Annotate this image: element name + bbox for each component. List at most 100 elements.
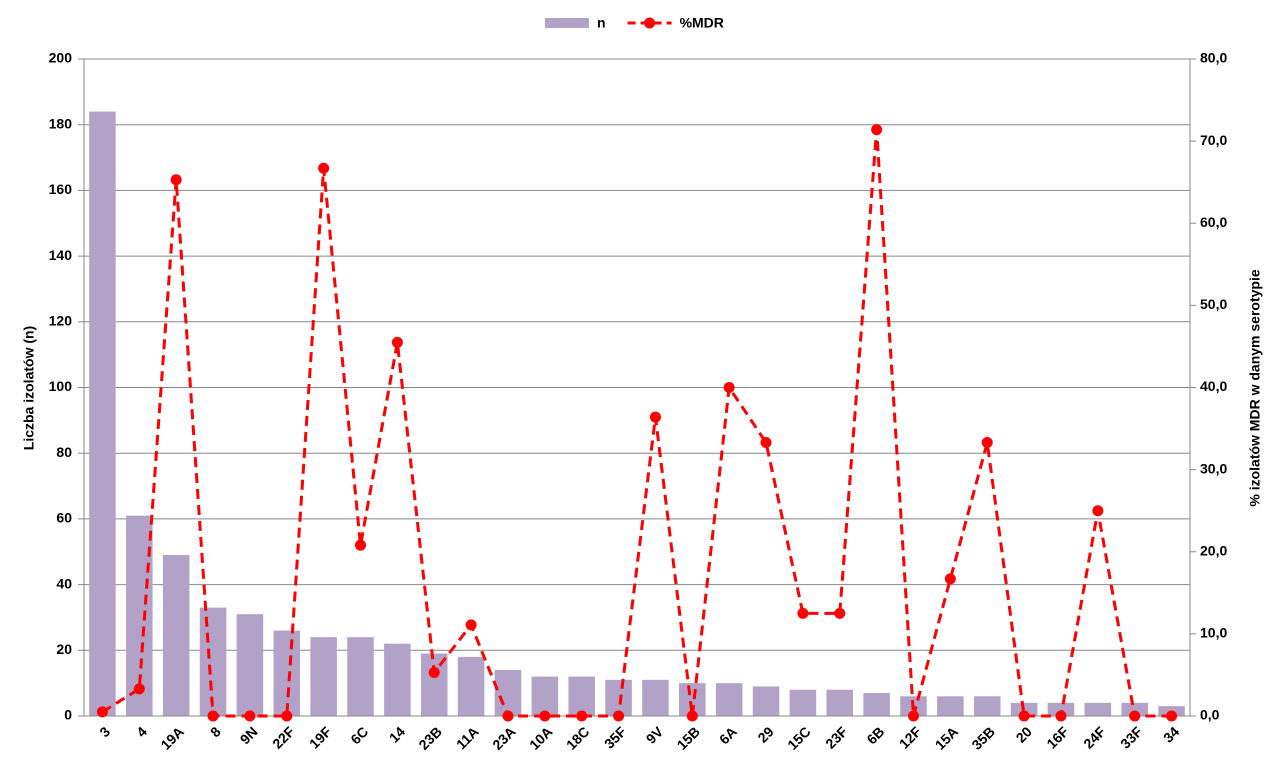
- bar: [1084, 702, 1112, 716]
- bar: [310, 637, 337, 716]
- bar: [531, 676, 559, 716]
- x-tick-label: 23B: [415, 723, 444, 752]
- marker: [391, 336, 403, 348]
- y-tick-label: 100: [49, 378, 73, 394]
- x-tick-label: 9V: [643, 723, 667, 747]
- x-tick-label: 6A: [716, 723, 740, 747]
- y2-tick-label: 70,0: [1200, 132, 1227, 148]
- legend-swatch: [545, 18, 589, 28]
- x-tick-label: 9N: [237, 723, 261, 747]
- marker: [1055, 710, 1067, 722]
- marker: [170, 174, 182, 186]
- bar: [568, 676, 595, 716]
- x-tick-label: 4: [133, 723, 150, 740]
- marker: [1018, 710, 1030, 722]
- y2-axis-label: % izolatów MDR w danym serotypie: [1247, 269, 1263, 506]
- x-tick-label: 24F: [1080, 723, 1109, 752]
- y-tick-label: 60: [56, 510, 72, 526]
- y2-tick-label: 0,0: [1200, 707, 1220, 723]
- marker: [944, 573, 956, 585]
- marker: [760, 437, 772, 449]
- x-tick-label: 35B: [968, 723, 997, 752]
- bar: [863, 693, 890, 716]
- bar: [605, 679, 632, 716]
- y-tick-label: 80: [56, 444, 72, 460]
- marker: [539, 710, 551, 722]
- marker: [281, 710, 293, 722]
- marker: [834, 607, 846, 619]
- bar: [347, 637, 374, 716]
- x-tick-label: 8: [207, 723, 224, 740]
- x-tick-label: 22F: [269, 723, 298, 752]
- marker: [1092, 505, 1104, 517]
- x-tick-label: 11A: [453, 723, 482, 752]
- x-tick-label: 29: [754, 723, 776, 745]
- marker: [96, 706, 108, 718]
- x-tick-label: 19A: [157, 723, 186, 752]
- x-tick-label: 16F: [1043, 723, 1072, 752]
- x-tick-label: 18C: [563, 723, 592, 752]
- bar: [715, 683, 743, 716]
- bar: [789, 689, 817, 716]
- bar: [384, 643, 411, 716]
- x-tick-label: 6B: [863, 723, 887, 747]
- y2-tick-label: 40,0: [1200, 378, 1227, 394]
- bar: [826, 689, 854, 716]
- legend-label: n: [597, 15, 606, 31]
- marker: [797, 607, 809, 619]
- x-tick-label: 20: [1013, 723, 1035, 745]
- bar: [1047, 702, 1075, 716]
- x-tick-label: 3: [96, 723, 113, 740]
- bar: [236, 614, 264, 716]
- x-tick-label: 15C: [784, 723, 813, 752]
- bar: [752, 686, 780, 716]
- marker: [613, 710, 625, 722]
- marker: [244, 710, 256, 722]
- bar: [973, 696, 1001, 716]
- y-tick-label: 180: [49, 115, 73, 131]
- bar: [494, 670, 522, 716]
- bar: [420, 653, 448, 716]
- x-tick-label: 35F: [601, 723, 630, 752]
- line: [101, 129, 1172, 718]
- y-tick-label: 200: [49, 50, 73, 66]
- bar: [457, 656, 485, 716]
- marker: [871, 124, 883, 136]
- marker: [649, 411, 661, 423]
- x-tick-label: 33F: [1117, 723, 1146, 752]
- bar: [162, 555, 190, 716]
- legend-marker: [644, 17, 656, 29]
- x-tick-label: 19F: [306, 723, 335, 752]
- bar: [937, 696, 964, 716]
- x-tick-label: 15B: [674, 723, 703, 752]
- x-tick-label: 12F: [896, 723, 925, 752]
- marker: [207, 710, 219, 722]
- marker: [465, 619, 477, 631]
- bar: [1121, 702, 1148, 716]
- x-tick-label: 15A: [932, 723, 961, 752]
- y-axis-label: Liczba izolatów (n): [21, 326, 37, 450]
- y2-tick-label: 60,0: [1200, 214, 1227, 230]
- y2-tick-label: 30,0: [1200, 460, 1227, 476]
- marker: [1166, 710, 1178, 722]
- marker: [723, 382, 735, 393]
- marker: [981, 437, 993, 449]
- marker: [428, 666, 440, 678]
- x-tick-label: 23A: [489, 723, 518, 752]
- x-tick-label: 6C: [347, 723, 371, 747]
- y-tick-label: 40: [56, 575, 72, 591]
- y-tick-label: 120: [49, 313, 73, 329]
- x-tick-label: 23F: [822, 723, 851, 752]
- marker: [908, 710, 919, 722]
- y-tick-label: 160: [49, 181, 73, 197]
- y2-tick-label: 10,0: [1200, 625, 1227, 641]
- y2-tick-label: 80,0: [1200, 50, 1227, 66]
- y-tick-label: 140: [49, 247, 73, 263]
- x-tick-label: 34: [1160, 723, 1182, 745]
- y-tick-label: 20: [56, 641, 72, 657]
- bar: [273, 630, 301, 716]
- legend-label: %MDR: [680, 15, 724, 31]
- marker: [686, 710, 698, 722]
- marker: [502, 710, 514, 722]
